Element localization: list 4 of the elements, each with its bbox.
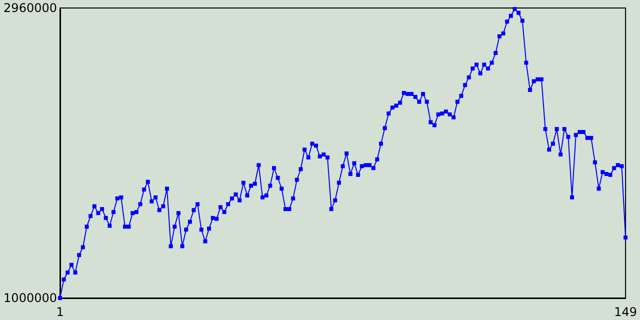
y-tick-label: 1000000: [4, 291, 57, 305]
y-tick-label: 2960000: [4, 1, 57, 15]
x-tick-label: 1: [56, 305, 64, 319]
x-tick-label: 149: [614, 305, 637, 319]
